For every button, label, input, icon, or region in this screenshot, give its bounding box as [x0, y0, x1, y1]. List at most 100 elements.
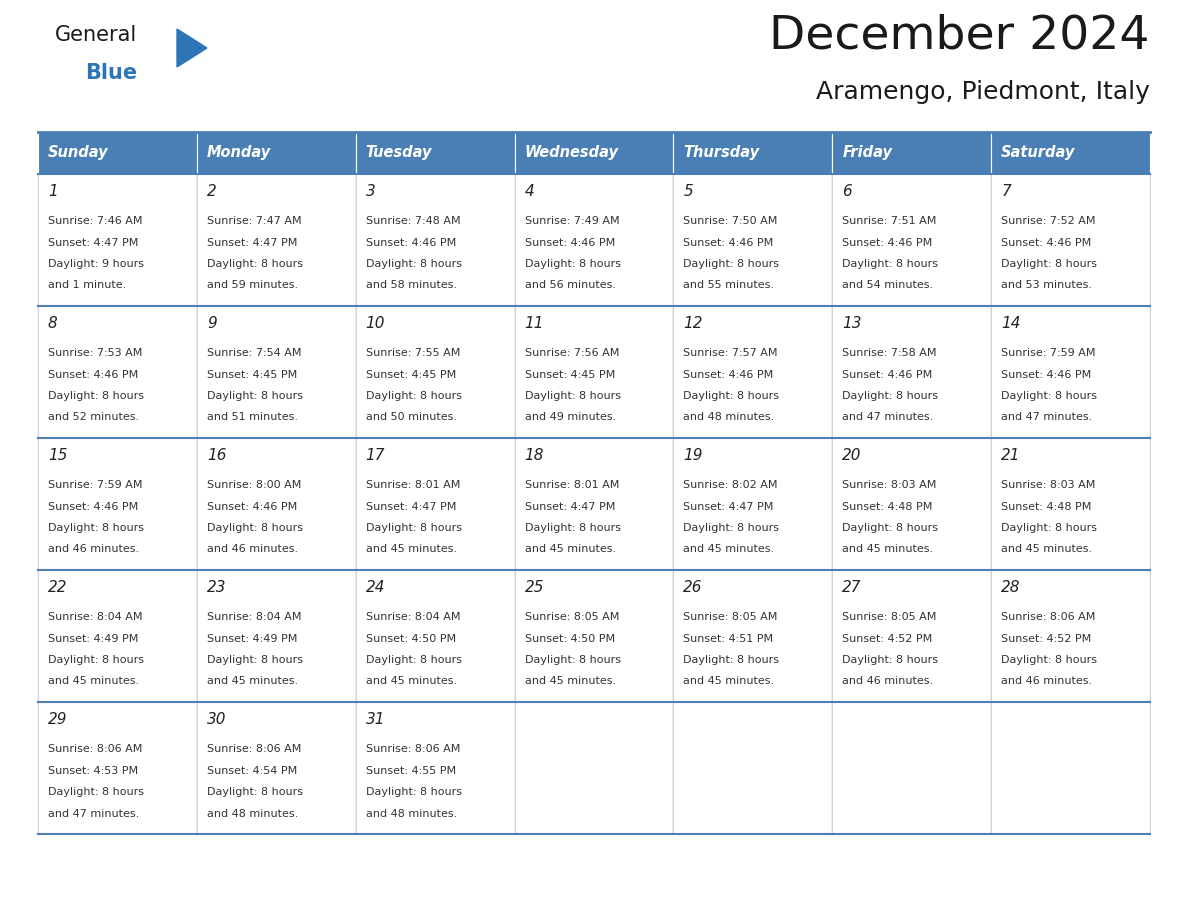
Text: Sunrise: 8:05 AM: Sunrise: 8:05 AM: [683, 612, 778, 622]
Bar: [197, 306, 355, 438]
Text: and 45 minutes.: and 45 minutes.: [683, 544, 775, 554]
Bar: [38, 438, 197, 570]
Bar: [38, 702, 197, 834]
Bar: [833, 570, 991, 702]
Text: Sunset: 4:46 PM: Sunset: 4:46 PM: [683, 238, 773, 248]
Text: 22: 22: [48, 580, 68, 595]
Text: Sunset: 4:48 PM: Sunset: 4:48 PM: [842, 501, 933, 511]
Text: Sunset: 4:46 PM: Sunset: 4:46 PM: [48, 501, 138, 511]
Text: 5: 5: [683, 184, 693, 199]
Bar: [514, 132, 674, 174]
Text: 26: 26: [683, 580, 703, 595]
Bar: [355, 132, 514, 174]
Text: 25: 25: [525, 580, 544, 595]
Text: December 2024: December 2024: [770, 13, 1150, 58]
Text: Daylight: 8 hours: Daylight: 8 hours: [683, 391, 779, 401]
Text: Daylight: 8 hours: Daylight: 8 hours: [207, 787, 303, 797]
Text: Sunset: 4:51 PM: Sunset: 4:51 PM: [683, 633, 773, 644]
Text: Daylight: 8 hours: Daylight: 8 hours: [1001, 391, 1098, 401]
Bar: [991, 570, 1150, 702]
Text: Daylight: 8 hours: Daylight: 8 hours: [366, 391, 462, 401]
Bar: [833, 132, 991, 174]
Text: Sunset: 4:45 PM: Sunset: 4:45 PM: [207, 370, 297, 379]
Text: Sunset: 4:47 PM: Sunset: 4:47 PM: [525, 501, 615, 511]
Text: Daylight: 9 hours: Daylight: 9 hours: [48, 259, 144, 269]
Bar: [674, 174, 833, 306]
Text: and 45 minutes.: and 45 minutes.: [207, 677, 298, 687]
Text: Daylight: 8 hours: Daylight: 8 hours: [207, 655, 303, 665]
Text: Daylight: 8 hours: Daylight: 8 hours: [525, 391, 620, 401]
Bar: [833, 702, 991, 834]
Text: Daylight: 8 hours: Daylight: 8 hours: [366, 655, 462, 665]
Text: Sunrise: 7:46 AM: Sunrise: 7:46 AM: [48, 216, 143, 226]
Text: 27: 27: [842, 580, 861, 595]
Text: and 45 minutes.: and 45 minutes.: [683, 677, 775, 687]
Text: Monday: Monday: [207, 145, 271, 161]
Text: Daylight: 8 hours: Daylight: 8 hours: [366, 787, 462, 797]
Text: Sunset: 4:46 PM: Sunset: 4:46 PM: [842, 370, 933, 379]
Text: Sunrise: 8:04 AM: Sunrise: 8:04 AM: [207, 612, 302, 622]
Text: Daylight: 8 hours: Daylight: 8 hours: [48, 523, 144, 533]
Text: Daylight: 8 hours: Daylight: 8 hours: [842, 259, 939, 269]
Text: 21: 21: [1001, 448, 1020, 463]
Bar: [197, 174, 355, 306]
Text: Saturday: Saturday: [1001, 145, 1075, 161]
Text: and 54 minutes.: and 54 minutes.: [842, 281, 934, 290]
Text: Blue: Blue: [86, 63, 137, 83]
Text: 14: 14: [1001, 316, 1020, 331]
Text: Daylight: 8 hours: Daylight: 8 hours: [48, 391, 144, 401]
Text: and 45 minutes.: and 45 minutes.: [525, 544, 615, 554]
Text: Sunset: 4:46 PM: Sunset: 4:46 PM: [1001, 370, 1092, 379]
Text: 7: 7: [1001, 184, 1011, 199]
Bar: [674, 306, 833, 438]
Text: Daylight: 8 hours: Daylight: 8 hours: [525, 523, 620, 533]
Text: 20: 20: [842, 448, 861, 463]
Text: and 58 minutes.: and 58 minutes.: [366, 281, 457, 290]
Text: Sunset: 4:46 PM: Sunset: 4:46 PM: [842, 238, 933, 248]
Text: Daylight: 8 hours: Daylight: 8 hours: [842, 655, 939, 665]
Text: Sunrise: 7:49 AM: Sunrise: 7:49 AM: [525, 216, 619, 226]
Text: Daylight: 8 hours: Daylight: 8 hours: [48, 655, 144, 665]
Bar: [355, 570, 514, 702]
Text: and 48 minutes.: and 48 minutes.: [683, 412, 775, 422]
Bar: [991, 702, 1150, 834]
Text: Sunrise: 7:56 AM: Sunrise: 7:56 AM: [525, 348, 619, 358]
Text: Sunrise: 7:51 AM: Sunrise: 7:51 AM: [842, 216, 936, 226]
Text: and 47 minutes.: and 47 minutes.: [48, 809, 139, 819]
Text: Daylight: 8 hours: Daylight: 8 hours: [683, 655, 779, 665]
Text: Sunset: 4:45 PM: Sunset: 4:45 PM: [366, 370, 456, 379]
Text: Sunrise: 8:03 AM: Sunrise: 8:03 AM: [1001, 480, 1095, 490]
Text: Daylight: 8 hours: Daylight: 8 hours: [842, 391, 939, 401]
Polygon shape: [177, 29, 207, 67]
Bar: [355, 438, 514, 570]
Bar: [514, 306, 674, 438]
Text: 9: 9: [207, 316, 216, 331]
Bar: [833, 306, 991, 438]
Text: Sunrise: 8:00 AM: Sunrise: 8:00 AM: [207, 480, 302, 490]
Text: 2: 2: [207, 184, 216, 199]
Bar: [674, 702, 833, 834]
Text: Sunrise: 7:52 AM: Sunrise: 7:52 AM: [1001, 216, 1095, 226]
Text: Sunset: 4:53 PM: Sunset: 4:53 PM: [48, 766, 138, 776]
Bar: [991, 174, 1150, 306]
Text: Sunrise: 8:01 AM: Sunrise: 8:01 AM: [525, 480, 619, 490]
Text: Sunset: 4:47 PM: Sunset: 4:47 PM: [366, 501, 456, 511]
Text: Sunrise: 8:06 AM: Sunrise: 8:06 AM: [366, 744, 460, 754]
Text: Sunrise: 7:47 AM: Sunrise: 7:47 AM: [207, 216, 302, 226]
Text: Sunset: 4:50 PM: Sunset: 4:50 PM: [525, 633, 614, 644]
Text: and 45 minutes.: and 45 minutes.: [366, 677, 457, 687]
Bar: [197, 570, 355, 702]
Text: 13: 13: [842, 316, 861, 331]
Text: and 45 minutes.: and 45 minutes.: [525, 677, 615, 687]
Bar: [833, 438, 991, 570]
Text: Sunrise: 7:59 AM: Sunrise: 7:59 AM: [1001, 348, 1095, 358]
Text: and 48 minutes.: and 48 minutes.: [207, 809, 298, 819]
Text: and 59 minutes.: and 59 minutes.: [207, 281, 298, 290]
Text: Sunrise: 8:04 AM: Sunrise: 8:04 AM: [48, 612, 143, 622]
Text: Daylight: 8 hours: Daylight: 8 hours: [683, 259, 779, 269]
Text: Sunrise: 8:04 AM: Sunrise: 8:04 AM: [366, 612, 460, 622]
Text: 23: 23: [207, 580, 227, 595]
Text: Wednesday: Wednesday: [525, 145, 619, 161]
Text: Sunrise: 8:01 AM: Sunrise: 8:01 AM: [366, 480, 460, 490]
Text: Sunset: 4:46 PM: Sunset: 4:46 PM: [1001, 238, 1092, 248]
